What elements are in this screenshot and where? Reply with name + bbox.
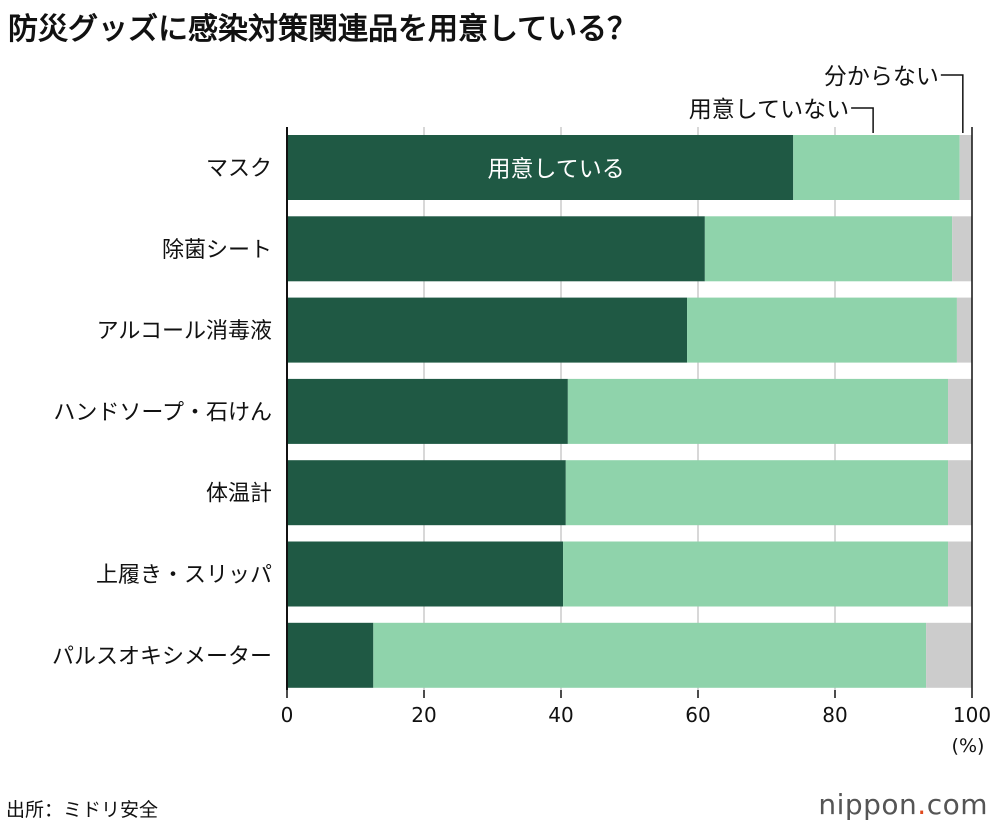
bar-not-prepared bbox=[563, 541, 949, 607]
bar-not-prepared bbox=[704, 216, 953, 282]
bar-prepared bbox=[287, 541, 564, 607]
chart-title: 防災グッズに感染対策関連品を用意している？ bbox=[8, 12, 638, 47]
bar-not-prepared bbox=[373, 622, 927, 688]
bar-unknown bbox=[952, 216, 972, 282]
logo-main: nippon bbox=[818, 788, 918, 821]
x-tick-label: 40 bbox=[548, 703, 573, 727]
bar-prepared bbox=[287, 622, 374, 688]
x-tick-label: 60 bbox=[685, 703, 710, 727]
x-tick-label: 80 bbox=[822, 703, 847, 727]
bar-unknown bbox=[948, 378, 972, 444]
category-label: 除菌シート bbox=[162, 238, 272, 263]
x-axis-label: (%) bbox=[952, 735, 985, 757]
bar-prepared bbox=[287, 297, 688, 363]
leader-line bbox=[851, 107, 874, 133]
category-label: 体温計 bbox=[206, 482, 272, 507]
category-label: マスク bbox=[206, 157, 272, 182]
category-label: アルコール消毒液 bbox=[97, 319, 272, 344]
bar-not-prepared bbox=[565, 460, 949, 526]
x-tick-label: 20 bbox=[411, 703, 436, 727]
bar-not-prepared bbox=[567, 378, 949, 444]
logo-dot: . bbox=[917, 788, 927, 821]
leader-line bbox=[940, 74, 964, 133]
bar-not-prepared bbox=[793, 135, 960, 200]
series-label-not-prepared: 用意していない bbox=[689, 97, 849, 123]
bar-prepared bbox=[287, 135, 794, 200]
bar-prepared bbox=[287, 378, 568, 444]
category-label: ハンドソープ・石けん bbox=[53, 400, 272, 425]
source-note: 出所：ミドリ安全 bbox=[6, 799, 159, 821]
bar-prepared bbox=[287, 216, 705, 282]
category-label: 上履き・スリッパ bbox=[96, 563, 272, 588]
bar-unknown bbox=[926, 622, 972, 688]
bar-unknown bbox=[959, 135, 972, 200]
bar-not-prepared bbox=[687, 297, 957, 363]
category-label: パルスオキシメーター bbox=[52, 644, 272, 669]
series-label-prepared: 用意している bbox=[487, 157, 624, 183]
nippon-logo: nippon.com bbox=[818, 788, 988, 821]
bar-unknown bbox=[948, 541, 972, 607]
bar-prepared bbox=[287, 460, 566, 526]
logo-tld: com bbox=[926, 788, 988, 821]
x-tick-label: 100 bbox=[953, 703, 991, 727]
x-tick-label: 0 bbox=[281, 703, 294, 727]
bar-unknown bbox=[948, 460, 972, 526]
bar-unknown bbox=[956, 297, 972, 363]
series-label-unknown: 分からない bbox=[824, 64, 939, 90]
